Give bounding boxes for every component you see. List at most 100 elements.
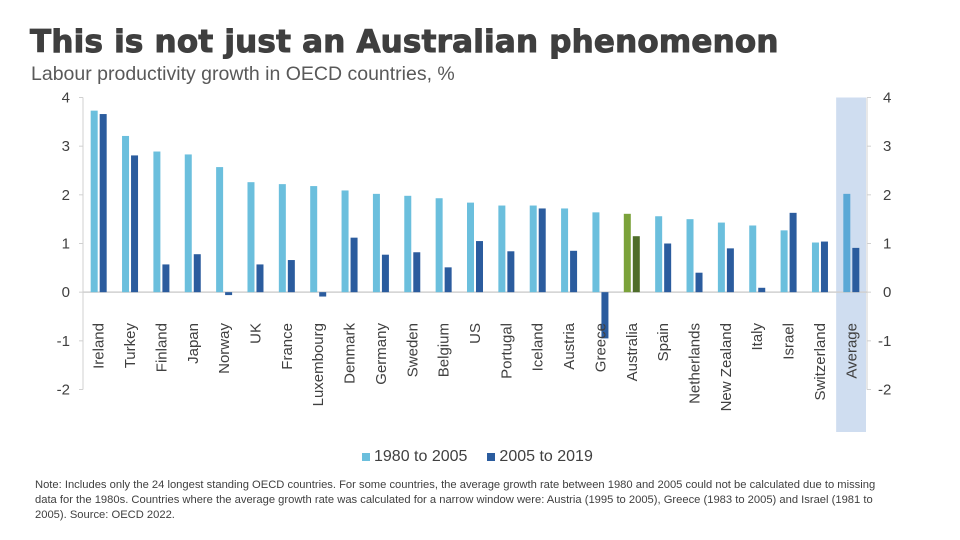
category-label: Average — [843, 323, 860, 379]
bar-japan-series2 — [193, 254, 201, 293]
bar-sweden-series2 — [413, 252, 421, 293]
right-tick-label: 3 — [883, 138, 891, 155]
category-label: Italy — [749, 323, 766, 351]
category-label: Finland — [153, 323, 170, 372]
left-tick-label: 2 — [62, 187, 70, 204]
bar-finland-series1 — [153, 151, 161, 293]
bar-uk-series1 — [247, 182, 255, 293]
bar-turkey-series2 — [131, 155, 139, 293]
left-tick-label: -1 — [57, 333, 70, 350]
bar-average-series2 — [852, 247, 860, 293]
bar-austria-series1 — [561, 208, 569, 293]
right-tick-label: 0 — [883, 284, 891, 301]
legend: 1980 to 2005 2005 to 2019 — [362, 448, 613, 466]
bar-spain-series2 — [664, 243, 672, 293]
bar-switzerland-series2 — [820, 241, 828, 293]
category-label: Norway — [216, 323, 233, 374]
bar-netherlands-series1 — [686, 219, 694, 293]
category-label: Netherlands — [687, 323, 704, 404]
right-tick-label: 2 — [883, 187, 891, 204]
category-label: Denmark — [342, 323, 359, 384]
bar-us-series1 — [467, 202, 474, 293]
chart-subtitle: Labour productivity growth in OECD count… — [31, 63, 455, 85]
bar-denmark-series2 — [350, 237, 358, 293]
category-label: UK — [247, 323, 264, 344]
bar-luxembourg-series1 — [310, 186, 318, 293]
bar-australia-series2 — [632, 236, 640, 293]
legend-swatch-series2 — [487, 453, 496, 461]
category-label: France — [279, 323, 296, 370]
bar-australia-series1 — [623, 213, 631, 293]
legend-label: 1980 to 2005 — [374, 448, 468, 465]
bar-greece-series1 — [592, 212, 600, 293]
category-label: Australia — [624, 322, 641, 381]
right-tick-label: -1 — [878, 333, 891, 350]
category-label: Spain — [655, 323, 672, 361]
bar-france-series2 — [287, 260, 295, 293]
category-label: Luxembourg — [310, 323, 327, 406]
category-label: Iceland — [530, 323, 547, 371]
bar-average-series1 — [843, 193, 851, 293]
bar-italy-series2 — [758, 287, 766, 293]
left-tick-label: 4 — [62, 90, 70, 107]
bar-netherlands-series2 — [695, 272, 703, 293]
category-label: New Zealand — [718, 323, 735, 411]
bar-new-zealand-series1 — [717, 222, 725, 293]
category-label: US — [467, 323, 484, 344]
bar-france-series1 — [278, 184, 286, 293]
left-tick-label: -2 — [57, 382, 70, 399]
labels: 4 4 3 3 2 2 1 1 0 0 -1 -1 -2 -2 Ireland Turkey Finland Ja… — [57, 90, 892, 412]
bar-iceland-series2 — [538, 208, 546, 293]
category-label: Japan — [185, 323, 202, 364]
bar-portugal-series1 — [498, 205, 506, 293]
bar-greece-series2 — [601, 292, 609, 339]
bar-spain-series1 — [655, 216, 663, 293]
bar-luxembourg-series2 — [319, 292, 327, 297]
footnote: Note: Includes only the 24 longest stand… — [35, 479, 876, 521]
bar-israel-series2 — [789, 212, 797, 293]
bar-ireland-series1 — [90, 110, 98, 293]
page-title: This is not just an Australian phenomeno… — [30, 24, 779, 61]
average-band-layer — [836, 97, 866, 432]
bar-germany-series2 — [381, 254, 389, 293]
bar-belgium-series2 — [444, 267, 452, 293]
legend-item-1980-2005[interactable]: 1980 to 2005 — [362, 448, 467, 466]
bar-us-series2 — [476, 241, 483, 293]
category-label: Germany — [373, 323, 390, 385]
category-label: Greece — [592, 323, 609, 372]
bar-new-zealand-series2 — [726, 248, 734, 293]
bar-israel-series1 — [780, 230, 788, 293]
bar-germany-series1 — [372, 193, 380, 293]
right-tick-label: 4 — [883, 90, 891, 107]
bar-ireland-series2 — [99, 114, 107, 293]
bar-iceland-series1 — [529, 205, 537, 293]
axes — [79, 97, 871, 390]
left-tick-label: 3 — [62, 138, 70, 155]
legend-item-2005-2019[interactable]: 2005 to 2019 — [487, 448, 593, 466]
category-label: Sweden — [404, 323, 421, 377]
category-label: Turkey — [122, 323, 139, 369]
category-label: Switzerland — [812, 323, 829, 401]
bar-belgium-series1 — [435, 198, 443, 293]
bar-uk-series2 — [256, 264, 264, 293]
average-highlight-band — [836, 97, 866, 432]
bar-switzerland-series1 — [811, 242, 819, 293]
bar-sweden-series1 — [404, 195, 412, 293]
bar-austria-series2 — [570, 250, 578, 293]
bar-finland-series2 — [162, 264, 170, 293]
legend-swatch-series1 — [362, 453, 370, 461]
category-label: Austria — [561, 322, 578, 369]
bar-norway-series1 — [216, 167, 224, 293]
right-tick-label: -2 — [878, 382, 891, 399]
category-label: Portugal — [498, 323, 515, 379]
category-label: Belgium — [436, 323, 453, 377]
legend-label: 2005 to 2019 — [499, 448, 593, 465]
right-tick-label: 1 — [883, 236, 891, 253]
bar-portugal-series2 — [507, 251, 515, 293]
bar-italy-series1 — [749, 225, 757, 293]
bar-turkey-series1 — [122, 135, 130, 293]
bars — [90, 110, 860, 339]
bar-japan-series1 — [184, 154, 192, 293]
category-label: Israel — [781, 323, 798, 360]
